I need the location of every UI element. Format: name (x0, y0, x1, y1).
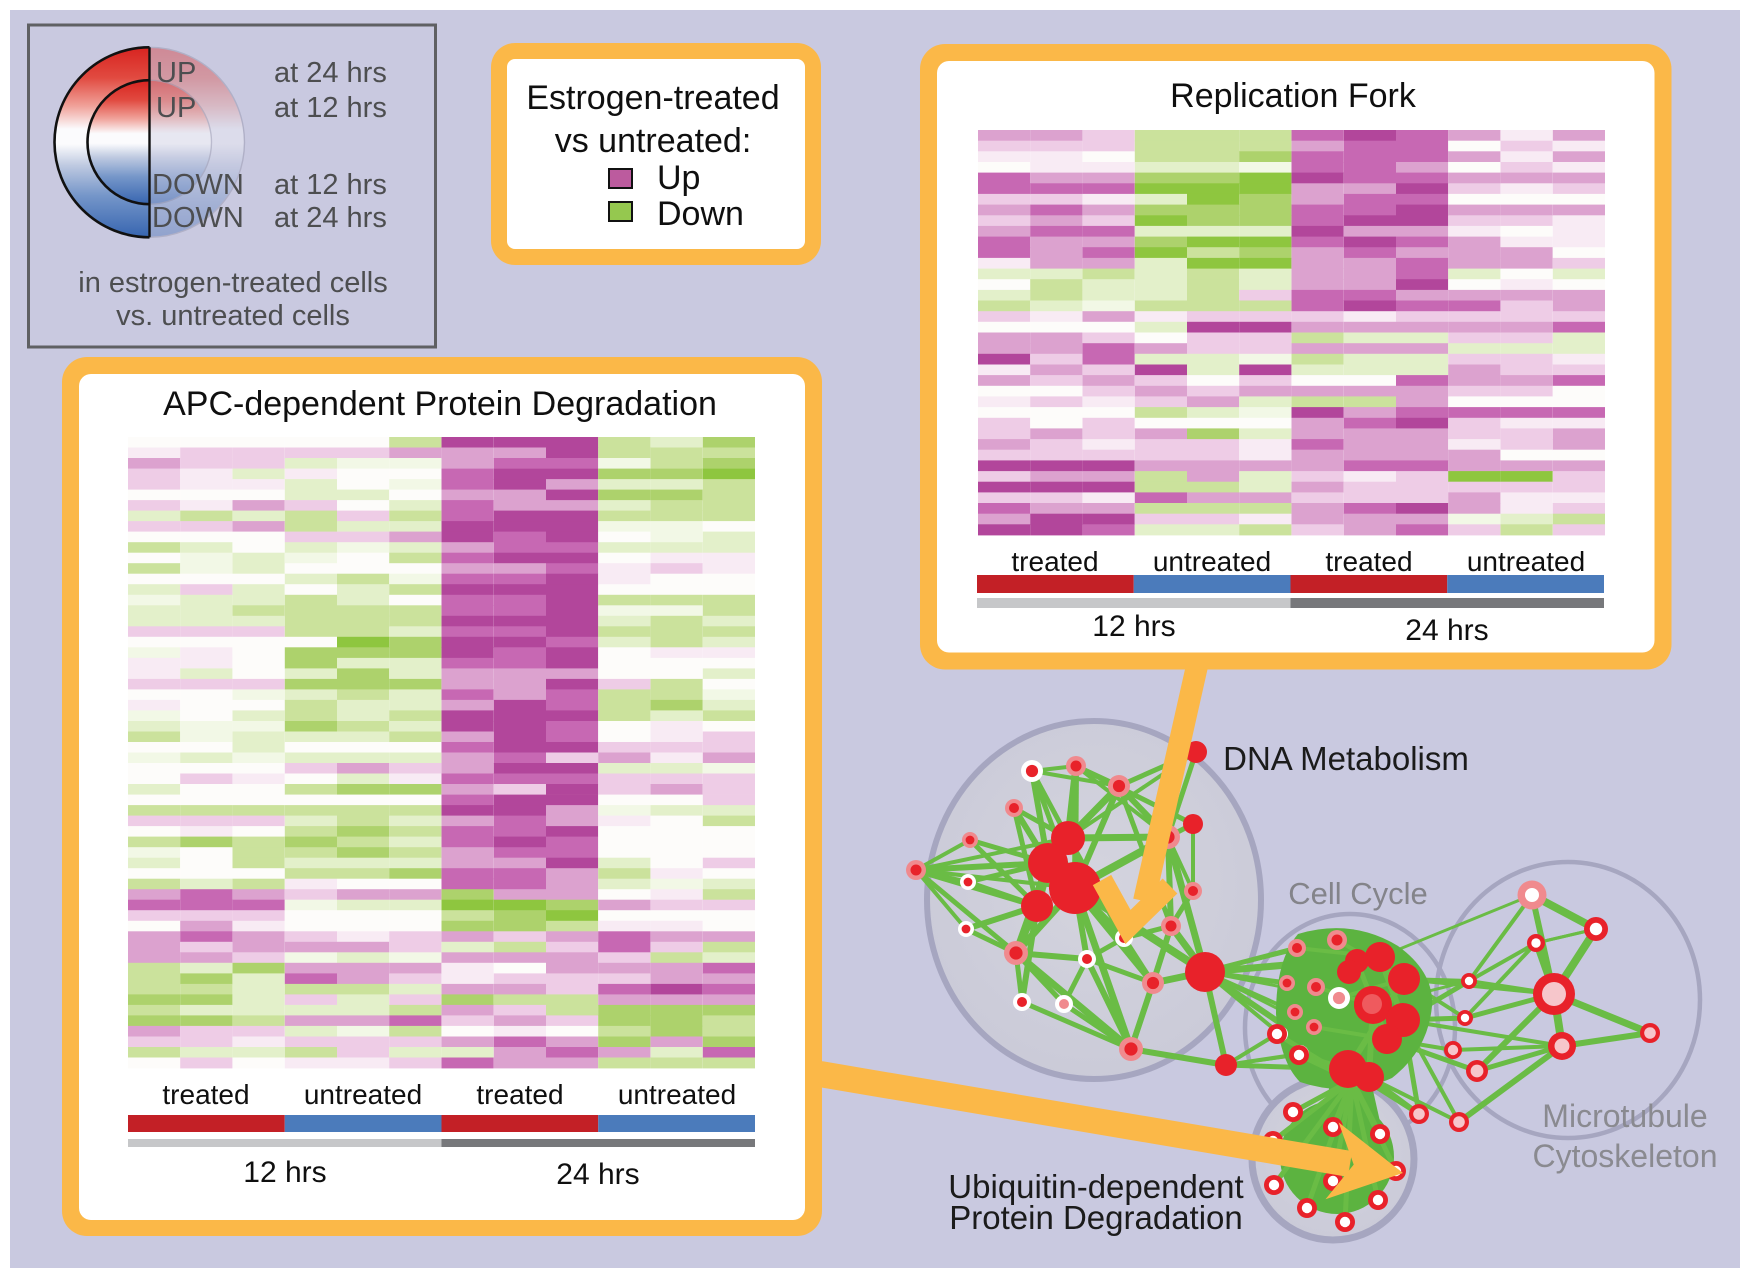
svg-text:Cell Cycle: Cell Cycle (1288, 876, 1428, 911)
svg-text:treated: treated (1325, 546, 1412, 577)
svg-text:at 12 hrs: at 12 hrs (274, 92, 387, 124)
svg-text:untreated: untreated (618, 1079, 736, 1110)
svg-text:Down: Down (657, 195, 744, 233)
svg-text:UP: UP (156, 57, 196, 89)
svg-text:DNA Metabolism: DNA Metabolism (1223, 740, 1469, 777)
svg-text:Ubiquitin-dependent: Ubiquitin-dependent (948, 1168, 1243, 1205)
svg-text:vs. untreated cells: vs. untreated cells (116, 300, 350, 332)
svg-text:UP: UP (156, 92, 196, 124)
svg-text:DOWN: DOWN (152, 169, 244, 201)
svg-text:in estrogen-treated cells: in estrogen-treated cells (78, 267, 388, 299)
svg-text:at 24 hrs: at 24 hrs (274, 57, 387, 89)
svg-text:Estrogen-treated: Estrogen-treated (526, 79, 779, 117)
svg-text:Replication Fork: Replication Fork (1170, 77, 1417, 115)
svg-text:at 24 hrs: at 24 hrs (274, 202, 387, 234)
svg-text:12 hrs: 12 hrs (1092, 610, 1175, 643)
svg-text:Microtubule: Microtubule (1542, 1098, 1707, 1134)
svg-text:untreated: untreated (1467, 546, 1585, 577)
svg-text:Cytoskeleton: Cytoskeleton (1533, 1138, 1718, 1174)
svg-text:24 hrs: 24 hrs (1405, 614, 1488, 647)
svg-text:untreated: untreated (304, 1079, 422, 1110)
svg-text:Protein Degradation: Protein Degradation (949, 1199, 1243, 1236)
svg-text:treated: treated (476, 1079, 563, 1110)
svg-text:12 hrs: 12 hrs (243, 1156, 326, 1189)
svg-text:DOWN: DOWN (152, 202, 244, 234)
svg-text:APC-dependent Protein Degradat: APC-dependent Protein Degradation (163, 385, 717, 423)
svg-text:untreated: untreated (1153, 546, 1271, 577)
svg-text:at 12 hrs: at 12 hrs (274, 169, 387, 201)
svg-text:treated: treated (1011, 546, 1098, 577)
svg-text:treated: treated (162, 1079, 249, 1110)
svg-text:vs untreated:: vs untreated: (555, 122, 752, 160)
svg-text:24 hrs: 24 hrs (556, 1158, 639, 1191)
svg-text:Up: Up (657, 159, 700, 197)
